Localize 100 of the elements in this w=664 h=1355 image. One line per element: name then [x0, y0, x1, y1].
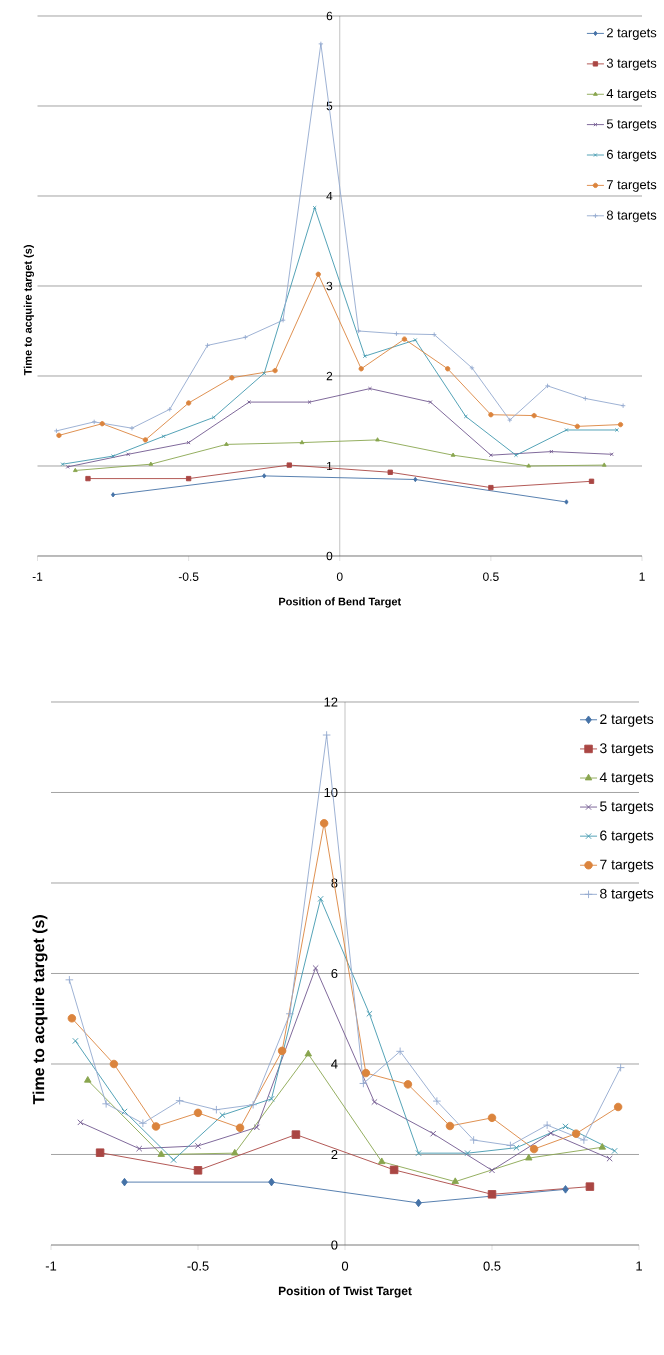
point — [488, 412, 494, 418]
point — [111, 454, 116, 459]
point — [299, 439, 305, 445]
point — [574, 423, 580, 430]
point — [507, 417, 513, 423]
point — [129, 425, 135, 431]
point — [231, 1148, 239, 1156]
x-tick-label: 0.5 — [483, 572, 499, 581]
point — [235, 1123, 245, 1133]
point — [487, 1190, 497, 1199]
point — [526, 463, 532, 468]
point — [393, 331, 400, 337]
y-tick-label: 4 — [326, 191, 333, 201]
point — [253, 1124, 260, 1131]
y-tick-label: 2 — [331, 1149, 338, 1160]
point — [304, 1049, 312, 1057]
point — [564, 427, 569, 432]
point — [285, 1009, 295, 1018]
x-axis-title: Position of Twist Target — [278, 1286, 412, 1298]
point — [488, 484, 494, 491]
point — [488, 1167, 496, 1174]
point — [157, 1150, 165, 1157]
point — [170, 1156, 177, 1164]
point — [582, 395, 588, 402]
y-tick-label: 4 — [331, 1059, 338, 1069]
point — [175, 1096, 184, 1105]
point — [358, 366, 364, 372]
point — [185, 475, 192, 482]
point — [212, 1105, 221, 1114]
legend-label: 7 targets — [600, 859, 654, 873]
y-tick-label: 5 — [326, 101, 333, 111]
point — [413, 476, 418, 483]
point — [403, 1080, 413, 1089]
point — [469, 1135, 478, 1145]
point — [513, 453, 518, 458]
point — [151, 1122, 161, 1131]
y-tick-label: 1 — [327, 461, 333, 471]
point — [361, 1068, 371, 1078]
y-axis-title: Time to acquire target (s) — [23, 245, 34, 376]
point — [101, 1099, 111, 1109]
point — [549, 449, 554, 454]
point — [318, 41, 324, 47]
x-tick-label: 1 — [636, 1261, 642, 1271]
point — [277, 1046, 287, 1056]
point — [211, 415, 216, 420]
point — [362, 354, 367, 359]
point — [268, 1095, 275, 1102]
point — [315, 271, 321, 277]
point — [562, 1185, 569, 1194]
point — [312, 964, 319, 972]
point — [268, 1177, 275, 1187]
y-tick-label: 10 — [324, 787, 338, 798]
point — [291, 1130, 301, 1139]
point — [121, 1177, 128, 1187]
point — [445, 1121, 455, 1131]
legend-label: 2 targets — [607, 28, 657, 40]
point — [126, 452, 131, 457]
point — [378, 1157, 386, 1165]
legend-label: 4 targets — [606, 89, 657, 101]
point — [464, 1150, 471, 1157]
point — [375, 437, 380, 442]
point — [272, 367, 278, 374]
point — [389, 1165, 399, 1175]
point — [529, 1144, 539, 1154]
y-axis-title: Time to acquire target (s) — [32, 915, 48, 1105]
legend-label: 8 targets — [600, 888, 654, 902]
point — [91, 419, 97, 425]
point — [138, 1119, 148, 1128]
point — [142, 437, 149, 443]
legend-label: 6 targets — [607, 149, 657, 162]
point — [431, 331, 437, 338]
point — [319, 819, 329, 828]
point — [77, 1119, 84, 1126]
point — [322, 730, 331, 740]
point — [598, 1143, 606, 1150]
point — [588, 478, 595, 484]
y-tick-label: 6 — [331, 968, 338, 979]
legend-label: 5 targets — [600, 801, 654, 814]
point — [616, 1063, 625, 1072]
point — [65, 975, 74, 985]
point — [99, 421, 105, 427]
point — [185, 400, 192, 406]
point — [110, 492, 116, 498]
point — [136, 1145, 143, 1152]
point — [613, 1102, 623, 1112]
point — [413, 337, 418, 342]
point — [488, 453, 493, 458]
point — [525, 1153, 533, 1161]
legend-label: 3 targets — [606, 58, 657, 71]
y-tick-label: 8 — [331, 878, 338, 888]
point — [186, 440, 191, 445]
y-tick-label: 3 — [326, 281, 333, 291]
legend-label: 4 targets — [599, 772, 654, 785]
point — [544, 383, 551, 389]
point — [531, 412, 537, 419]
point — [262, 371, 267, 376]
point — [611, 1147, 618, 1154]
y-tick-label: 0 — [331, 1240, 338, 1250]
x-tick-label: -0.5 — [178, 572, 199, 581]
y-tick-label: 0 — [326, 551, 333, 561]
